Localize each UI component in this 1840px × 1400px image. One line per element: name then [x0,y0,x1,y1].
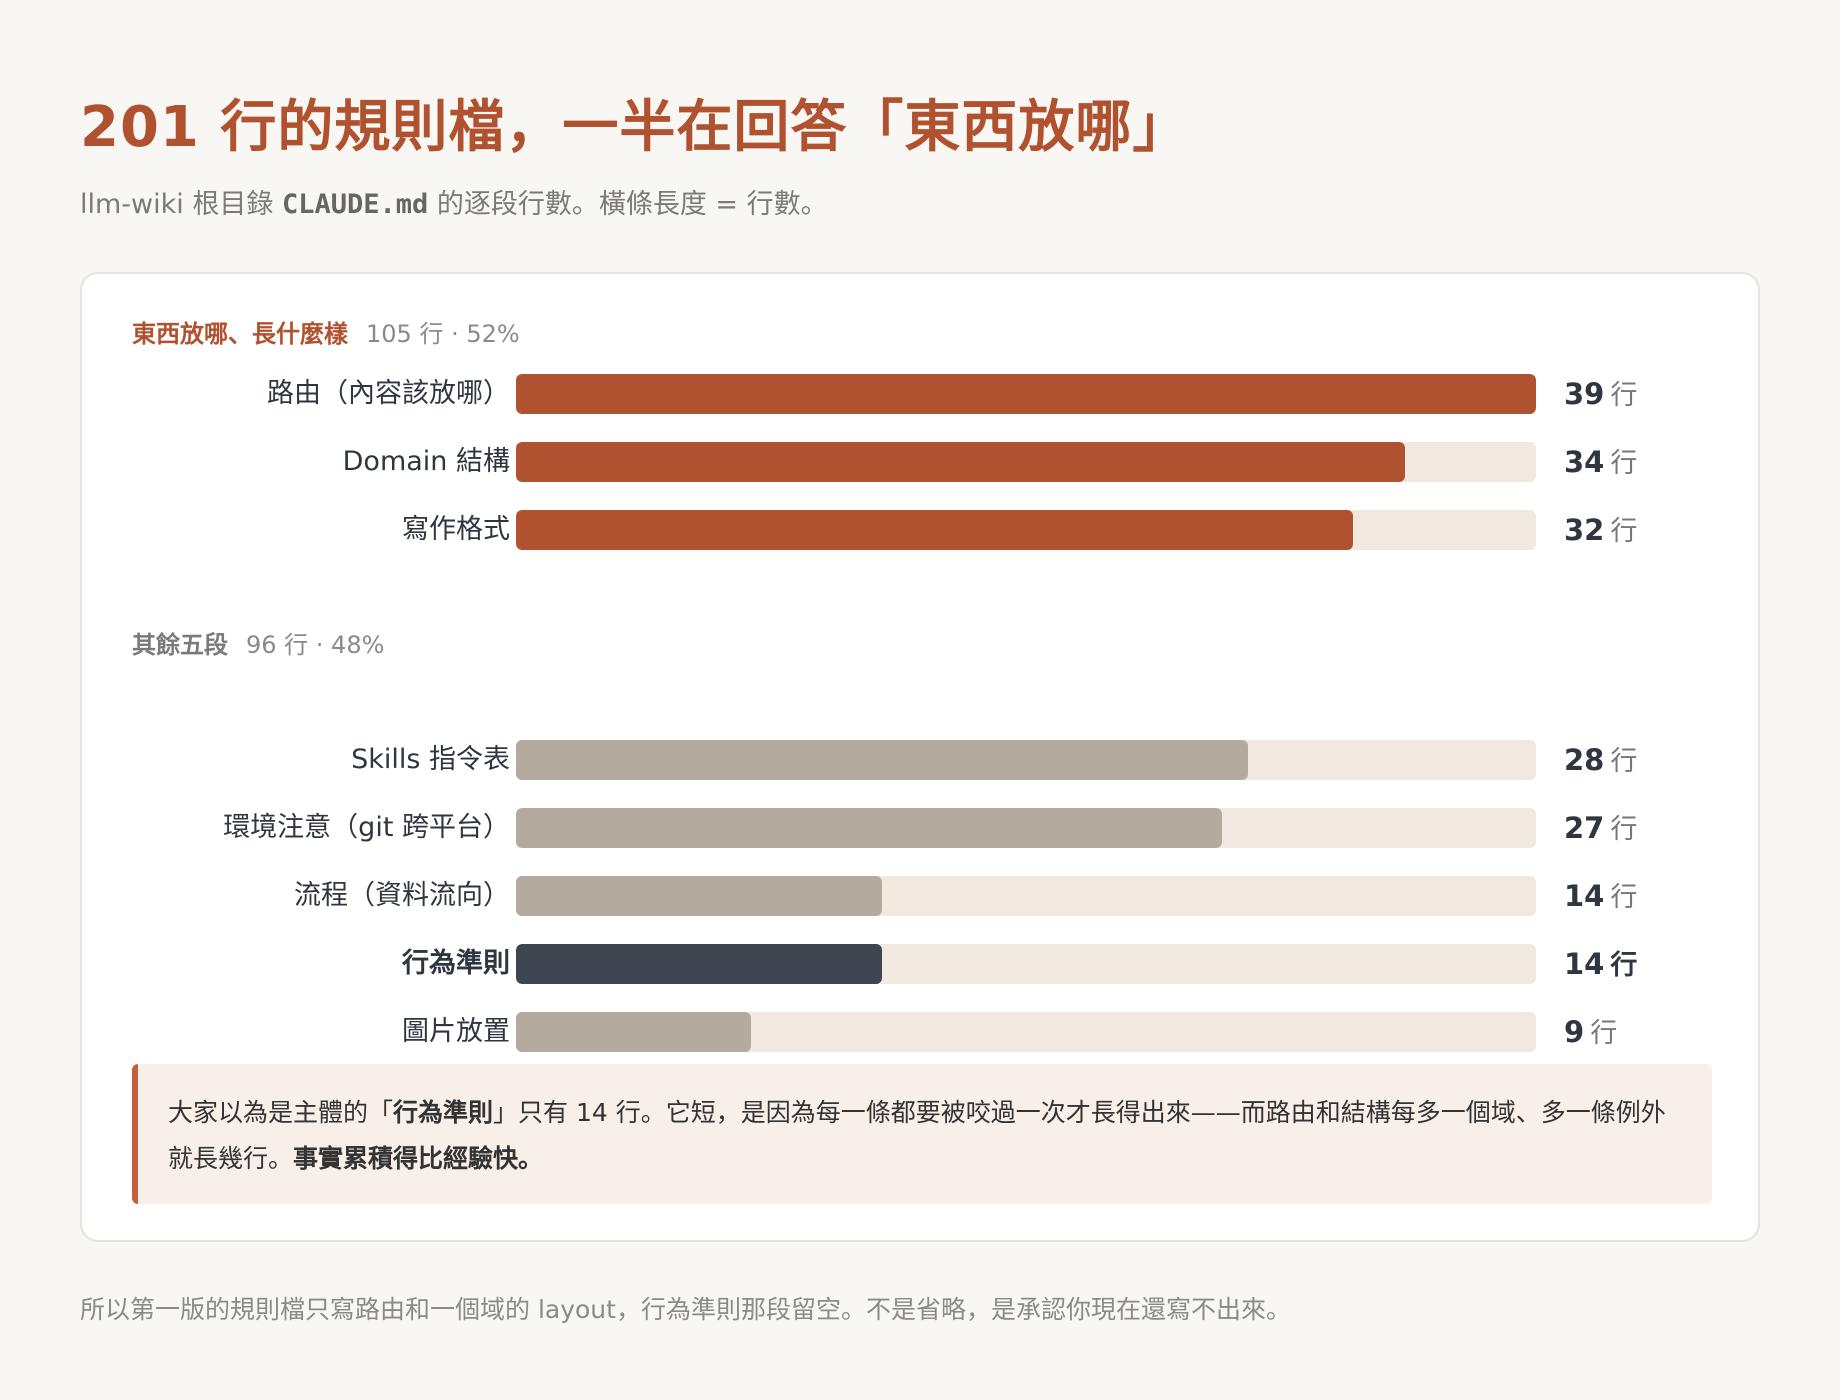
bar-row: Skills 指令表 28 行 [82,740,1762,780]
bar-value-unit: 行 [1610,814,1638,845]
bar-value-number: 34 [1564,445,1605,479]
bar-row: 行為準則 14 行 [82,944,1762,984]
bar-value-number: 39 [1564,377,1605,411]
bar-value-unit: 行 [1610,882,1638,913]
bar-value: 39 行 [1564,374,1637,414]
bar-row: Domain 結構 34 行 [82,442,1762,482]
bar-label: 圖片放置 [402,1016,510,1047]
bar-value-number: 28 [1564,743,1605,777]
note-text-2: 」只有 14 行。它短，是因為每一條都要被咬過一次才長得出來——而路由和結構每多… [168,1098,1666,1173]
bar [516,876,882,916]
bar-label: 環境注意（git 跨平台） [223,812,510,843]
group-header: 東西放哪、長什麼樣 105 行 · 52% [132,314,520,349]
bar-row: 環境注意（git 跨平台） 27 行 [82,808,1762,848]
bar-track [516,740,1536,780]
bar-value: 27 行 [1564,808,1637,848]
bar-label: 流程（資料流向） [294,880,510,911]
bar-value-unit: 行 [1590,1018,1618,1049]
bar [516,510,1353,550]
bar-value-number: 14 [1564,947,1605,981]
bar-label: 寫作格式 [402,514,510,545]
bar-value: 14 行 [1564,944,1637,984]
bar-track [516,876,1536,916]
bar-track [516,944,1536,984]
bar-label: Skills 指令表 [351,744,510,775]
bar-label: Domain 結構 [342,446,510,477]
bar-value-number: 32 [1564,513,1605,547]
bar-row: 流程（資料流向） 14 行 [82,876,1762,916]
bar-track [516,510,1536,550]
bar-label: 行為準則 [402,948,510,979]
bar-value-number: 9 [1564,1015,1585,1049]
bar-value-unit: 行 [1610,448,1638,479]
bar-track [516,442,1536,482]
bar-track [516,1012,1536,1052]
page-subtitle: llm-wiki 根目錄 CLAUDE.md 的逐段行數。橫條長度 = 行數。 [80,182,828,221]
note-bold-2: 事實累積得比經驗快。 [293,1144,544,1173]
bar-value-unit: 行 [1610,380,1638,411]
insight-note: 大家以為是主體的「行為準則」只有 14 行。它短，是因為每一條都要被咬過一次才長… [132,1064,1712,1204]
bar-value-number: 14 [1564,879,1605,913]
bar-row: 寫作格式 32 行 [82,510,1762,550]
group-header: 其餘五段 96 行 · 48% [132,625,384,660]
group-name: 東西放哪、長什麼樣 [132,320,348,348]
bar-track [516,374,1536,414]
bar [516,808,1222,848]
bar-value: 28 行 [1564,740,1637,780]
bar-value-number: 27 [1564,811,1605,845]
bar-row: 路由（內容該放哪） 39 行 [82,374,1762,414]
subtitle-prefix: llm-wiki 根目錄 [80,189,282,220]
subtitle-filename: CLAUDE.md [281,189,429,220]
bar-value: 34 行 [1564,442,1637,482]
group-meta: 105 行 · 52% [366,320,520,348]
bar-track [516,808,1536,848]
bar-value-unit: 行 [1610,950,1638,981]
group-name: 其餘五段 [132,631,228,659]
bar [516,740,1248,780]
page-title: 201 行的規則檔，一半在回答「東西放哪」 [80,95,1190,160]
bar-value: 32 行 [1564,510,1637,550]
bar-value: 14 行 [1564,876,1637,916]
note-bold-1: 行為準則 [393,1098,494,1127]
bar [516,944,882,984]
footer-text: 所以第一版的規則檔只寫路由和一個域的 layout，行為準則那段留空。不是省略，… [80,1295,1291,1324]
bar-value-unit: 行 [1610,746,1638,777]
bar [516,1012,751,1052]
note-text-1: 大家以為是主體的「 [168,1098,394,1127]
bar-label: 路由（內容該放哪） [267,378,510,409]
bar-value-unit: 行 [1610,516,1638,547]
chart-card: 東西放哪、長什麼樣 105 行 · 52% 路由（內容該放哪） 39 行 Domain 結… [80,272,1760,1242]
subtitle-suffix: 的逐段行數。橫條長度 = 行數。 [428,189,828,220]
bar [516,374,1536,414]
bar [516,442,1405,482]
bar-row: 圖片放置 9 行 [82,1012,1762,1052]
group-meta: 96 行 · 48% [246,631,385,659]
